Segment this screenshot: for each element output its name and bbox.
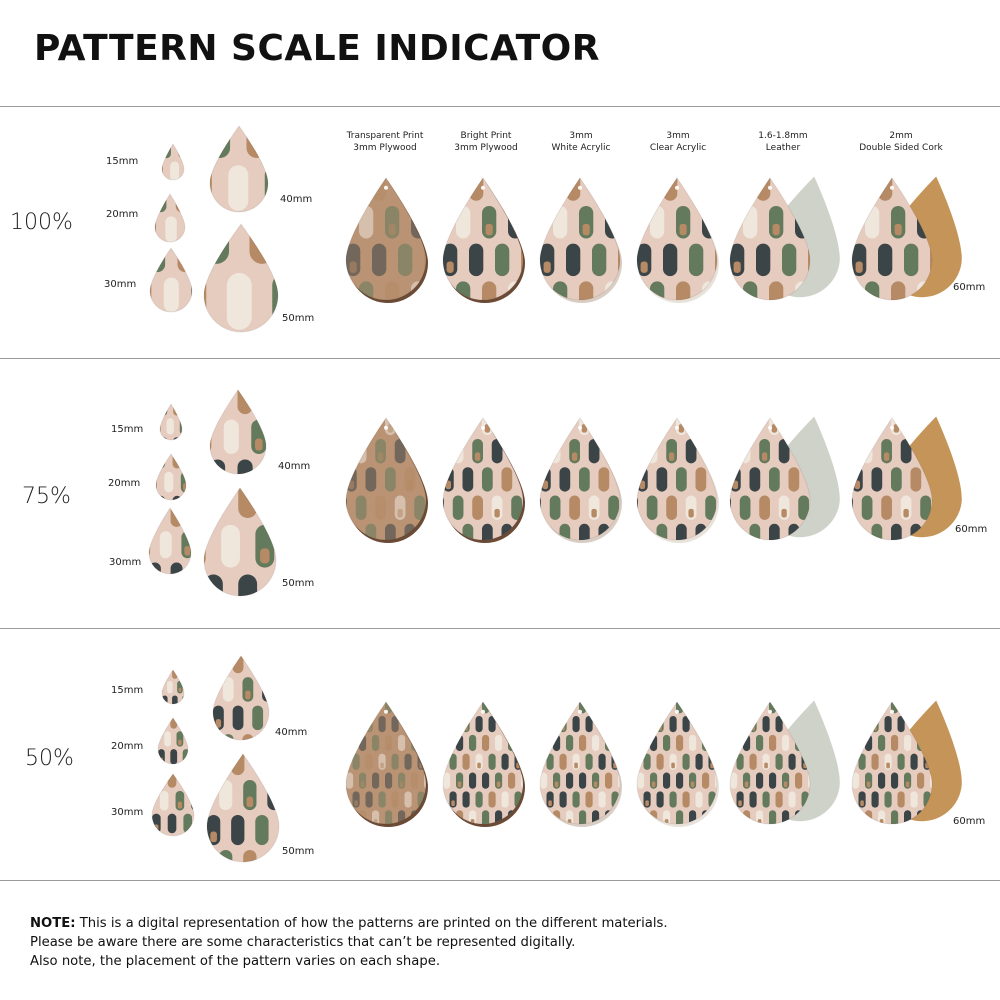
size-label-15mm: 15mm (111, 685, 144, 696)
drop-30mm (149, 247, 193, 313)
material-size-label: 60mm (953, 282, 986, 293)
note-label: NOTE: (30, 916, 76, 931)
material-header-leather: 1.6-1.8mm Leather (758, 131, 808, 153)
drop-20mm (157, 717, 189, 765)
scale-label: 50% (25, 746, 74, 771)
material-header-white-acrylic: 3mm White Acrylic (551, 131, 611, 153)
drop-15mm (159, 403, 183, 441)
drop-50mm (206, 753, 280, 863)
drop-leather (729, 416, 840, 541)
material-header-cork: 2mm Double Sided Cork (859, 131, 943, 153)
divider-top (0, 106, 1000, 107)
material-header-bright-plywood: Bright Print 3mm Plywood (454, 131, 518, 153)
scale-label: 100% (10, 210, 73, 235)
size-label-20mm: 20mm (106, 209, 139, 220)
drop-clear-acrylic (636, 177, 719, 303)
drop-50mm (203, 487, 277, 597)
note-line-2: Please be aware there are some character… (30, 935, 576, 950)
drop-bright-plywood (442, 417, 525, 543)
drop-leather (729, 176, 840, 301)
drop-20mm (154, 193, 186, 243)
page-title: PATTERN SCALE INDICATOR (34, 28, 601, 69)
size-label-15mm: 15mm (106, 156, 139, 167)
size-label-15mm: 15mm (111, 424, 144, 435)
drop-30mm (148, 507, 192, 575)
drop-white-acrylic (539, 177, 622, 303)
size-label-30mm: 30mm (109, 557, 142, 568)
drop-30mm (151, 773, 195, 837)
drop-transparent-plywood (345, 417, 428, 543)
drop-15mm (161, 143, 185, 181)
drop-40mm (209, 125, 269, 213)
size-label-50mm: 50mm (282, 313, 315, 324)
scale-label: 75% (22, 484, 71, 509)
drop-leather (729, 700, 840, 825)
drop-15mm (161, 669, 185, 705)
note: NOTE: This is a digital representation o… (30, 914, 970, 971)
drop-cork (851, 416, 962, 541)
drop-white-acrylic (539, 701, 622, 827)
drop-clear-acrylic (636, 417, 719, 543)
drop-cork (851, 176, 962, 301)
material-size-label: 60mm (955, 524, 988, 535)
material-size-label: 60mm (953, 816, 986, 827)
divider-1 (0, 358, 1000, 359)
size-label-40mm: 40mm (280, 194, 313, 205)
drop-40mm (209, 389, 267, 475)
size-label-40mm: 40mm (275, 727, 308, 738)
material-headers: Transparent Print 3mm Plywood Bright Prin… (0, 130, 1000, 170)
drop-transparent-plywood (345, 701, 428, 827)
material-header-clear-acrylic: 3mm Clear Acrylic (649, 131, 707, 153)
divider-2 (0, 628, 1000, 629)
drop-20mm (155, 453, 187, 501)
drop-transparent-plywood (345, 177, 428, 303)
size-label-50mm: 50mm (282, 846, 315, 857)
note-line-3: Also note, the placement of the pattern … (30, 954, 441, 969)
divider-bottom (0, 880, 1000, 881)
note-line-1: NOTE: This is a digital representation o… (30, 914, 970, 933)
drop-40mm (212, 655, 270, 741)
size-label-40mm: 40mm (278, 461, 311, 472)
size-label-30mm: 30mm (111, 807, 144, 818)
size-label-20mm: 20mm (108, 478, 141, 489)
drop-bright-plywood (442, 177, 525, 303)
size-label-30mm: 30mm (104, 279, 137, 290)
note-text-1: This is a digital representation of how … (79, 916, 668, 931)
drop-bright-plywood (442, 701, 525, 827)
drop-50mm (203, 223, 279, 333)
material-header-transparent-plywood: Transparent Print 3mm Plywood (346, 131, 424, 153)
drop-cork (851, 700, 962, 825)
size-label-50mm: 50mm (282, 578, 315, 589)
size-label-20mm: 20mm (111, 741, 144, 752)
drop-clear-acrylic (636, 701, 719, 827)
drop-white-acrylic (539, 417, 622, 543)
